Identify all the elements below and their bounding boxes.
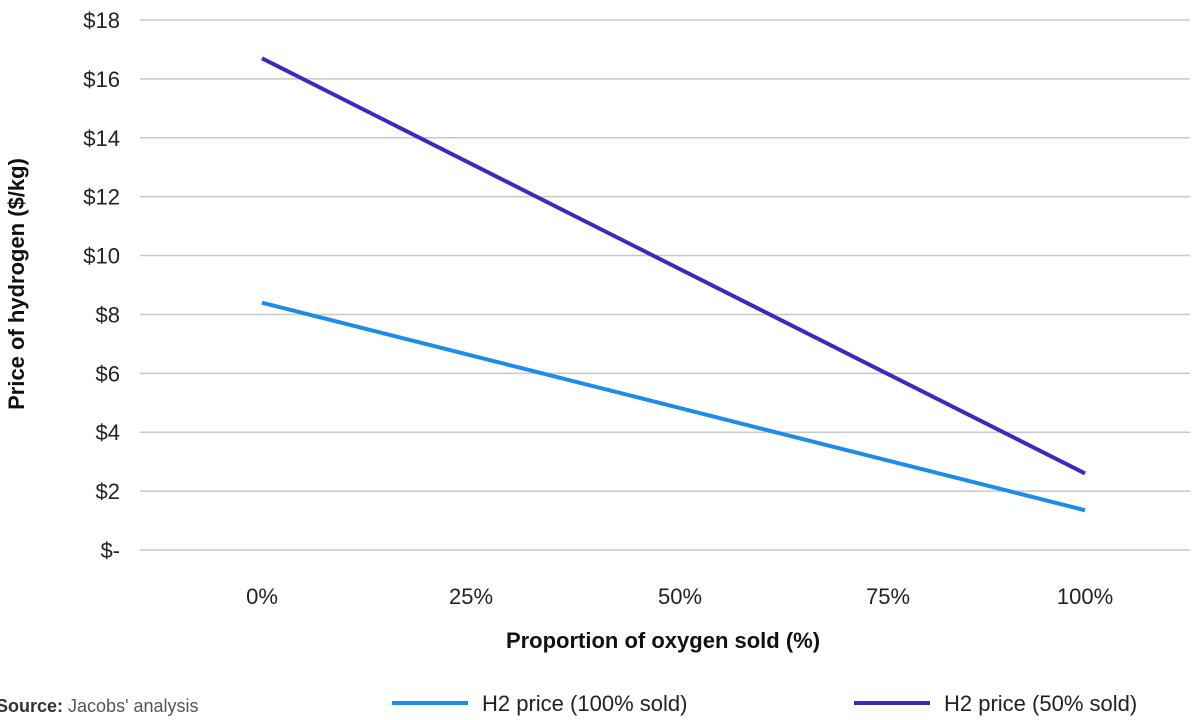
y-tick-label-1: $2 bbox=[96, 479, 120, 504]
y-tick-label-3: $6 bbox=[96, 361, 120, 386]
x-tick-labels: 0% 25% 50% 75% 100% bbox=[246, 584, 1113, 609]
gridlines bbox=[140, 19, 1190, 551]
y-tick-label-8: $16 bbox=[83, 67, 120, 92]
y-tick-label-0: $- bbox=[100, 538, 120, 563]
y-tick-label-4: $8 bbox=[96, 302, 120, 327]
x-tick-label-4: 100% bbox=[1057, 584, 1113, 609]
x-tick-label-3: 75% bbox=[866, 584, 910, 609]
y-tick-label-2: $4 bbox=[96, 420, 120, 445]
y-axis-title: Price of hydrogen ($/kg) bbox=[4, 158, 29, 410]
series-lines bbox=[261, 56, 1086, 513]
y-tick-label-9: $18 bbox=[83, 8, 120, 33]
source-label: Source: bbox=[0, 696, 63, 716]
legend-label-series-1: H2 price (100% sold) bbox=[482, 691, 687, 716]
x-tick-label-0: 0% bbox=[246, 584, 278, 609]
y-tick-label-5: $10 bbox=[83, 244, 120, 269]
legend: H2 price (100% sold) H2 price (50% sold) bbox=[392, 691, 1137, 716]
source-note: Source: Jacobs' analysis bbox=[0, 696, 199, 716]
x-tick-label-1: 25% bbox=[449, 584, 493, 609]
x-tick-label-2: 50% bbox=[658, 584, 702, 609]
y-tick-label-6: $12 bbox=[83, 185, 120, 210]
source-text: Jacobs' analysis bbox=[63, 696, 199, 716]
y-tick-label-7: $14 bbox=[83, 126, 120, 151]
y-tick-labels: $- $2 $4 $6 $8 $10 $12 $14 $16 $18 bbox=[83, 8, 120, 563]
x-axis-title: Proportion of oxygen sold (%) bbox=[506, 628, 820, 653]
legend-label-series-2: H2 price (50% sold) bbox=[944, 691, 1137, 716]
series-line-1 bbox=[261, 300, 1086, 513]
series-line-2 bbox=[261, 56, 1086, 476]
